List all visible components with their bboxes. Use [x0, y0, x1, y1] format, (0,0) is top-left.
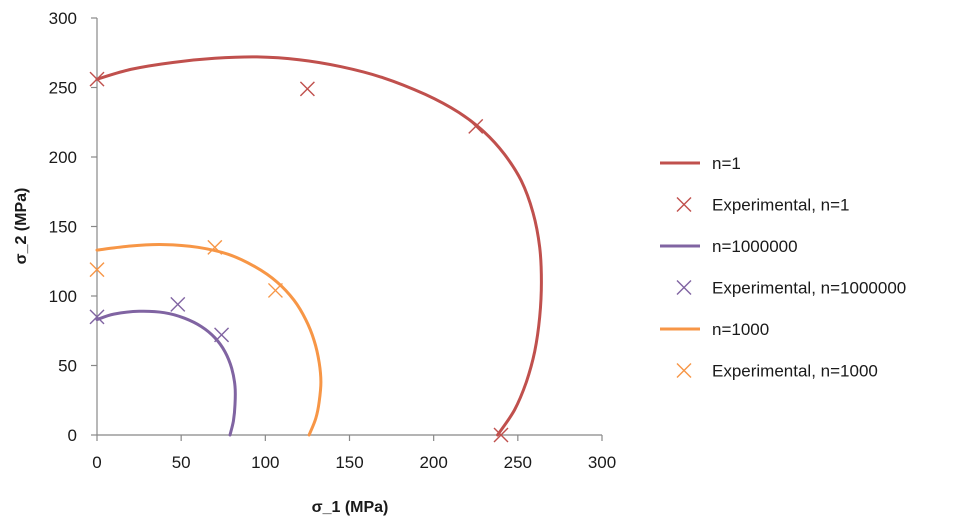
y-tick-label: 300	[49, 9, 77, 28]
y-tick-label: 50	[58, 357, 77, 376]
x-tick-label: 200	[419, 453, 447, 472]
x-tick-labels: 0 50 100 150 200 250 300	[92, 453, 616, 472]
data-point-marker	[89, 71, 105, 87]
legend-item: n=1	[660, 154, 741, 173]
x-tick-label: 250	[504, 453, 532, 472]
plot-area	[89, 55, 543, 443]
legend-marker-swatch	[676, 197, 692, 212]
legend-label: n=1000000	[712, 237, 798, 256]
data-point-marker	[267, 282, 283, 298]
data-point-marker	[89, 309, 105, 325]
x-tick-label: 150	[335, 453, 363, 472]
data-point-marker-stroke-b	[493, 427, 509, 443]
legend-label: Experimental, n=1000000	[712, 279, 906, 298]
legend-item: Experimental, n=1000000	[676, 279, 906, 298]
data-point-marker-stroke-b	[89, 309, 105, 325]
series-line-0	[95, 55, 543, 437]
legend-label: Experimental, n=1000	[712, 362, 878, 381]
series-line-2	[95, 309, 237, 437]
data-point-marker-stroke-b	[267, 282, 283, 298]
legend-item: n=1000	[660, 320, 769, 339]
legend-label: n=1	[712, 154, 741, 173]
y-axis-title: σ_2 (MPa)	[13, 188, 30, 265]
legend-marker-swatch	[676, 363, 692, 378]
data-point-marker	[493, 427, 509, 443]
data-point-marker	[170, 296, 186, 312]
y-tick-labels: 0 50 100 150 200 250 300	[49, 9, 77, 445]
y-tick-label: 250	[49, 79, 77, 98]
x-axis-title: σ_1 (MPa)	[312, 499, 389, 516]
data-point-marker-stroke-b	[89, 262, 105, 278]
data-point-marker	[214, 327, 230, 343]
data-point-marker-stroke-b	[89, 71, 105, 87]
series-line-4	[95, 243, 323, 437]
legend-label: n=1000	[712, 320, 769, 339]
legend-marker-swatch-stroke-b	[676, 363, 692, 378]
x-tick-label: 300	[588, 453, 616, 472]
legend-marker-swatch-stroke-b	[676, 280, 692, 295]
y-tick-label: 150	[49, 218, 77, 237]
x-tick-label: 50	[172, 453, 191, 472]
data-point-marker-stroke-b	[214, 327, 230, 343]
legend-item: Experimental, n=1000	[676, 362, 878, 381]
data-point-marker	[299, 81, 315, 97]
y-tick-label: 0	[68, 426, 77, 445]
y-tick-label: 200	[49, 148, 77, 167]
data-point-marker-stroke-b	[468, 118, 484, 134]
data-point-marker-stroke-b	[207, 239, 223, 255]
legend: n=1 Experimental, n=1 n=1000000 Experimenta…	[660, 154, 906, 381]
data-point-marker	[468, 118, 484, 134]
legend-marker-swatch-stroke-b	[676, 197, 692, 212]
legend-item: Experimental, n=1	[676, 196, 850, 215]
data-point-marker	[207, 239, 223, 255]
x-tick-label: 100	[251, 453, 279, 472]
legend-label: Experimental, n=1	[712, 196, 850, 215]
legend-marker-swatch	[676, 280, 692, 295]
data-point-marker-stroke-b	[170, 296, 186, 312]
y-tick-label: 100	[49, 287, 77, 306]
data-point-marker-stroke-b	[299, 81, 315, 97]
axes	[91, 17, 603, 441]
x-tick-label: 0	[92, 453, 101, 472]
legend-item: n=1000000	[660, 237, 798, 256]
data-point-marker	[89, 262, 105, 278]
